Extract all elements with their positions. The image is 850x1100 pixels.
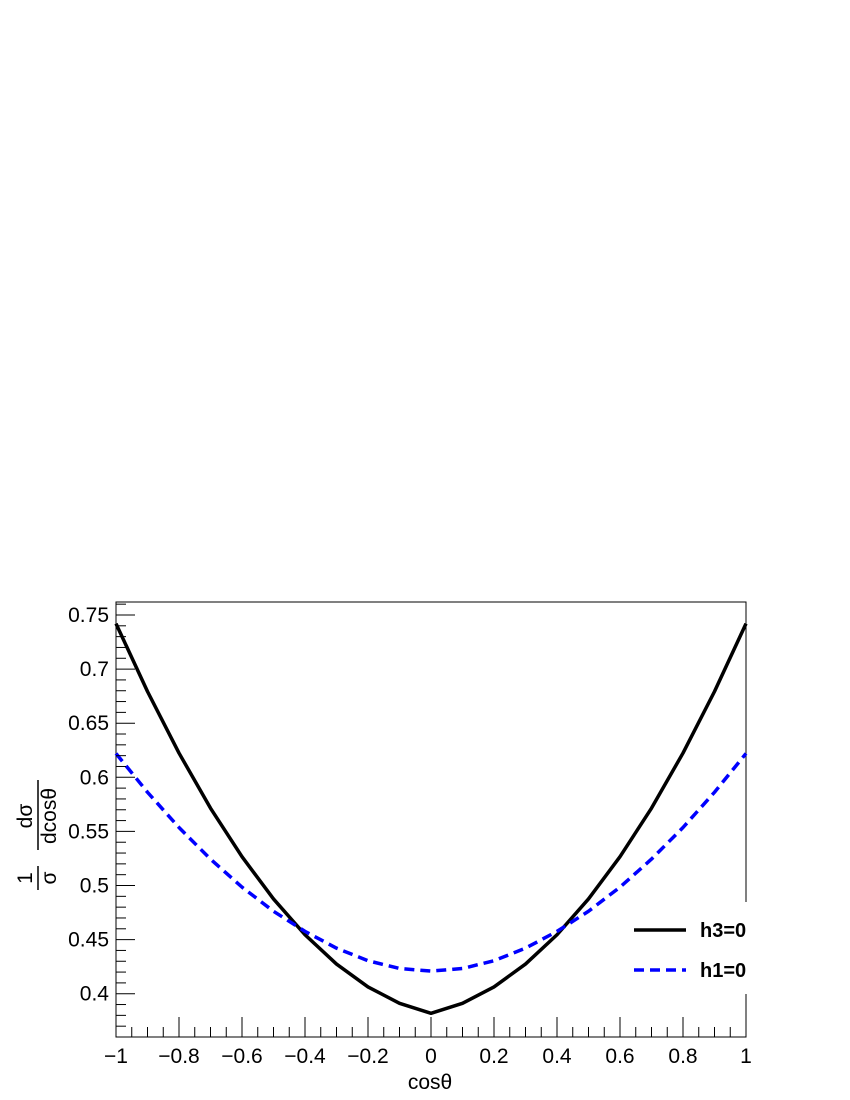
y-tick-label: 0.55 [68, 820, 109, 843]
legend-label-0: h3=0 [700, 920, 746, 942]
legend: h3=0 h1=0 [622, 902, 772, 994]
x-tick-label: 1 [740, 1045, 752, 1068]
y-axis-title: 1 σ dσ dcosθ [14, 780, 61, 890]
y-axis-title-denominator: σ [38, 871, 61, 884]
x-tick-label: 0.4 [542, 1045, 572, 1068]
x-tick-label: 0 [425, 1045, 437, 1068]
y-tick-label: 0.4 [80, 983, 110, 1006]
y-tick-label: 0.7 [80, 658, 109, 681]
x-tick-label: −0.2 [347, 1045, 388, 1068]
x-tick-label: 0.2 [479, 1045, 508, 1068]
y-axis-title-numerator: 1 [14, 872, 37, 884]
x-tick-label: −0.8 [158, 1045, 199, 1068]
y-axis-title-bottom: dcosθ [38, 788, 61, 844]
tick-labels-layer: −1 −0.8 −0.6 −0.4 −0.2 0 0.2 0.4 0.6 0.8 1 0.4 0.45 0… [68, 604, 752, 1068]
x-tick-label: 0.8 [668, 1045, 697, 1068]
x-tick-label: −1 [104, 1045, 128, 1068]
y-tick-label: 0.5 [80, 875, 109, 898]
x-tick-label: 0.6 [605, 1045, 634, 1068]
ticks-layer [115, 603, 747, 1038]
series-line-1 [114, 752, 748, 973]
y-tick-label: 0.65 [68, 712, 109, 735]
legend-label-1: h1=0 [700, 960, 746, 982]
y-tick-label: 0.6 [80, 766, 109, 789]
series-layer [114, 622, 748, 1016]
legend-background [622, 902, 772, 994]
x-tick-label: −0.6 [221, 1045, 262, 1068]
x-tick-label: −0.4 [284, 1045, 326, 1068]
series-line-0 [114, 622, 748, 1016]
y-axis-title-top: dσ [14, 804, 37, 829]
y-tick-label: 0.45 [68, 929, 109, 952]
y-tick-label: 0.75 [68, 604, 109, 627]
x-axis-title: cosθ [408, 1071, 452, 1094]
